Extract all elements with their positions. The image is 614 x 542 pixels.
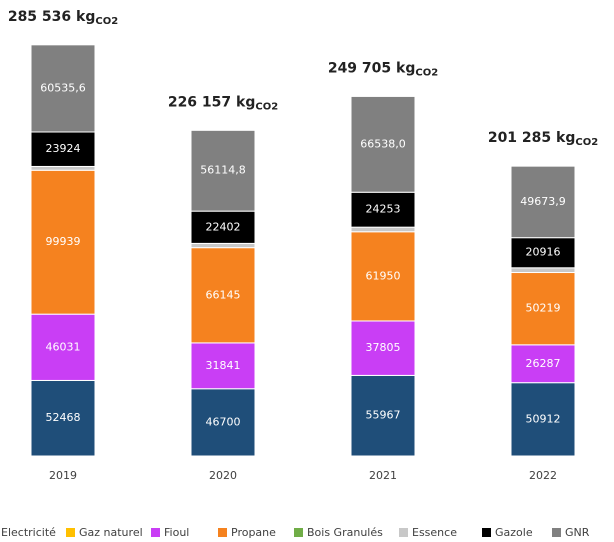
total-label: 249 705 kgCO2 (328, 60, 438, 78)
segment-label: 22402 (206, 220, 241, 233)
total-label: 201 285 kgCO2 (488, 130, 598, 148)
segment-label: 50912 (526, 412, 561, 425)
total-unit-sub: CO2 (575, 137, 598, 148)
bar-segment (350, 95, 416, 193)
bar-segment (190, 388, 256, 457)
legend-swatch (66, 528, 75, 537)
legend-swatch (552, 528, 561, 537)
segment-label: 55967 (366, 409, 401, 422)
x-tick-label: 2022 (529, 469, 557, 482)
bar-segment (350, 226, 416, 233)
segment-label: 52468 (46, 411, 81, 424)
total-label: 226 157 kgCO2 (168, 94, 278, 112)
bar-segment (510, 344, 576, 384)
bar-segment (510, 165, 576, 239)
bar-segment (190, 247, 256, 344)
bar-segment (350, 320, 416, 376)
legend-label: Gazole (495, 526, 533, 539)
segment-label: 31841 (206, 359, 241, 372)
total-unit-sub: CO2 (255, 101, 278, 112)
legend-label: Essence (412, 526, 457, 539)
bar-segment (510, 272, 576, 346)
bar-segment (190, 242, 256, 249)
bar-segment (350, 231, 416, 322)
legend-label: Bois Granulés (307, 526, 383, 539)
x-tick-label: 2019 (49, 469, 77, 482)
segment-label: 24253 (366, 203, 401, 216)
segment-label: 66145 (206, 288, 241, 301)
total-label: 285 536 kgCO2 (8, 9, 118, 27)
legend-swatch (151, 528, 160, 537)
x-tick-label: 2020 (209, 469, 237, 482)
bar-segment (510, 237, 576, 269)
legend-label: Propane (231, 526, 276, 539)
bar-segment (190, 210, 256, 244)
bar-segment (30, 165, 96, 171)
segment-label: 37805 (366, 341, 401, 354)
segment-label: 99939 (46, 235, 81, 248)
segment-label: 50219 (526, 302, 561, 315)
segment-label: 60535,6 (40, 81, 86, 94)
legend-swatch (482, 528, 491, 537)
total-value: 249 705 kg (328, 60, 416, 76)
legend-swatch (399, 528, 408, 537)
total-unit-sub: CO2 (415, 67, 438, 78)
legend-label: Fioul (164, 526, 189, 539)
bar-segment (30, 313, 96, 381)
segment-label: 56114,8 (200, 164, 246, 177)
segment-label: 23924 (46, 142, 81, 155)
legend-label: Gaz naturel (79, 526, 143, 539)
total-value: 285 536 kg (8, 9, 96, 25)
bar-segment (190, 129, 256, 212)
legend-label: Electricité (1, 526, 56, 539)
bar-segment (510, 382, 576, 457)
legend-label: GNR (565, 526, 590, 539)
legend-swatch (218, 528, 227, 537)
bar-segment (30, 44, 96, 133)
segment-label: 46031 (46, 340, 81, 353)
total-value: 226 157 kg (168, 94, 256, 110)
segment-label: 46700 (206, 415, 241, 428)
bar-segment (190, 342, 256, 390)
segment-label: 61950 (366, 269, 401, 282)
total-value: 201 285 kg (488, 130, 576, 146)
total-unit-sub: CO2 (95, 16, 118, 27)
legend-swatch (294, 528, 303, 537)
bar-segment (350, 374, 416, 457)
segment-label: 20916 (526, 246, 561, 259)
bar-segment (30, 131, 96, 167)
segment-label: 49673,9 (520, 195, 566, 208)
bar-segment (30, 379, 96, 457)
bar-segment (510, 267, 576, 274)
segment-label: 26287 (526, 357, 561, 370)
x-tick-label: 2021 (369, 469, 397, 482)
segment-label: 66538,0 (360, 137, 406, 150)
